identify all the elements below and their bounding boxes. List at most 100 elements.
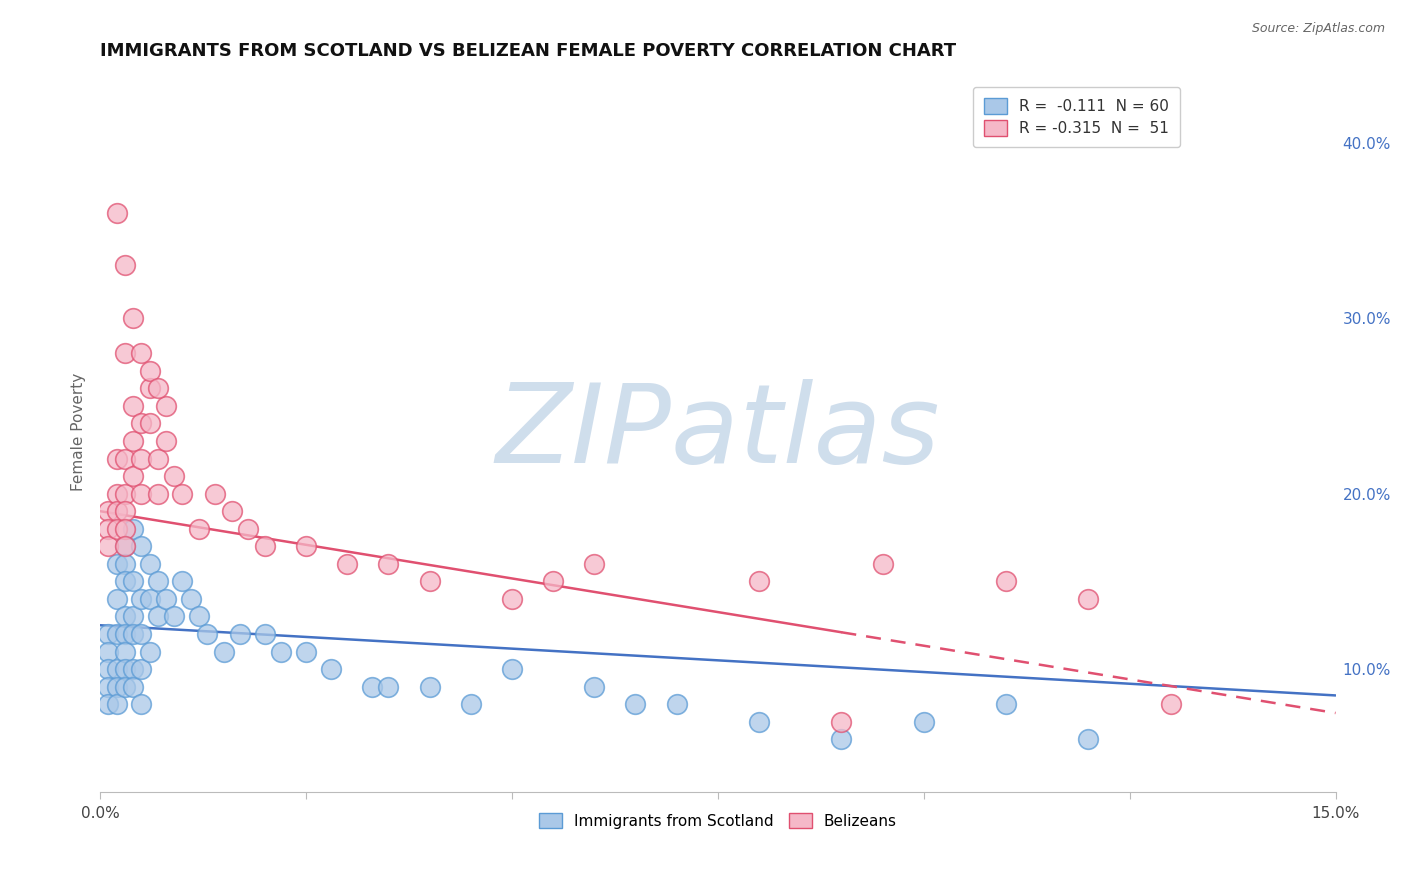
Point bbox=[97, 697, 120, 711]
Point bbox=[97, 644, 120, 658]
Point bbox=[122, 311, 145, 326]
Point bbox=[131, 451, 153, 466]
Point bbox=[105, 486, 128, 500]
Point bbox=[131, 591, 153, 606]
Point bbox=[131, 486, 153, 500]
Point bbox=[830, 714, 852, 729]
Point bbox=[583, 557, 606, 571]
Point bbox=[146, 609, 169, 624]
Point bbox=[131, 662, 153, 676]
Point bbox=[138, 364, 160, 378]
Point bbox=[114, 486, 136, 500]
Text: IMMIGRANTS FROM SCOTLAND VS BELIZEAN FEMALE POVERTY CORRELATION CHART: IMMIGRANTS FROM SCOTLAND VS BELIZEAN FEM… bbox=[100, 42, 956, 60]
Point bbox=[131, 539, 153, 553]
Point bbox=[221, 504, 243, 518]
Text: ZIPatlas: ZIPatlas bbox=[495, 379, 941, 485]
Point bbox=[188, 522, 211, 536]
Point bbox=[995, 697, 1018, 711]
Point bbox=[105, 697, 128, 711]
Point bbox=[138, 417, 160, 431]
Point bbox=[460, 697, 482, 711]
Y-axis label: Female Poverty: Female Poverty bbox=[72, 373, 86, 491]
Point bbox=[114, 574, 136, 589]
Point bbox=[122, 627, 145, 641]
Point bbox=[155, 399, 177, 413]
Point bbox=[114, 504, 136, 518]
Point bbox=[912, 714, 935, 729]
Point bbox=[122, 399, 145, 413]
Point bbox=[319, 662, 342, 676]
Point bbox=[253, 627, 276, 641]
Point bbox=[105, 680, 128, 694]
Point bbox=[138, 381, 160, 395]
Point bbox=[122, 680, 145, 694]
Point bbox=[122, 469, 145, 483]
Point bbox=[122, 522, 145, 536]
Legend: Immigrants from Scotland, Belizeans: Immigrants from Scotland, Belizeans bbox=[533, 806, 903, 835]
Point bbox=[131, 417, 153, 431]
Point bbox=[748, 714, 770, 729]
Point bbox=[212, 644, 235, 658]
Point bbox=[238, 522, 260, 536]
Point bbox=[501, 662, 523, 676]
Point bbox=[105, 557, 128, 571]
Point bbox=[146, 381, 169, 395]
Point bbox=[229, 627, 252, 641]
Point bbox=[665, 697, 688, 711]
Point bbox=[419, 574, 441, 589]
Point bbox=[295, 539, 318, 553]
Point bbox=[105, 591, 128, 606]
Point bbox=[114, 346, 136, 360]
Point bbox=[97, 680, 120, 694]
Point bbox=[114, 539, 136, 553]
Point bbox=[1077, 732, 1099, 747]
Point bbox=[114, 627, 136, 641]
Point bbox=[114, 259, 136, 273]
Point bbox=[204, 486, 226, 500]
Point bbox=[114, 539, 136, 553]
Point bbox=[172, 486, 194, 500]
Point bbox=[583, 680, 606, 694]
Point bbox=[97, 627, 120, 641]
Point bbox=[155, 591, 177, 606]
Point bbox=[97, 662, 120, 676]
Point bbox=[131, 627, 153, 641]
Point bbox=[541, 574, 564, 589]
Point bbox=[995, 574, 1018, 589]
Point bbox=[114, 680, 136, 694]
Point bbox=[253, 539, 276, 553]
Point bbox=[97, 539, 120, 553]
Point bbox=[97, 522, 120, 536]
Point bbox=[114, 644, 136, 658]
Point bbox=[105, 504, 128, 518]
Point bbox=[131, 697, 153, 711]
Point bbox=[114, 451, 136, 466]
Point bbox=[122, 662, 145, 676]
Point bbox=[131, 346, 153, 360]
Point bbox=[377, 557, 399, 571]
Point bbox=[1077, 591, 1099, 606]
Point bbox=[501, 591, 523, 606]
Point bbox=[188, 609, 211, 624]
Point bbox=[336, 557, 359, 571]
Point bbox=[155, 434, 177, 448]
Point bbox=[377, 680, 399, 694]
Point bbox=[138, 557, 160, 571]
Point bbox=[163, 469, 186, 483]
Point bbox=[138, 644, 160, 658]
Point bbox=[105, 522, 128, 536]
Point bbox=[146, 451, 169, 466]
Point bbox=[138, 591, 160, 606]
Point bbox=[122, 574, 145, 589]
Point bbox=[114, 662, 136, 676]
Point bbox=[97, 504, 120, 518]
Point bbox=[122, 434, 145, 448]
Point bbox=[1160, 697, 1182, 711]
Point bbox=[146, 486, 169, 500]
Point bbox=[105, 206, 128, 220]
Point bbox=[172, 574, 194, 589]
Point bbox=[114, 609, 136, 624]
Point bbox=[830, 732, 852, 747]
Point bbox=[419, 680, 441, 694]
Point bbox=[146, 574, 169, 589]
